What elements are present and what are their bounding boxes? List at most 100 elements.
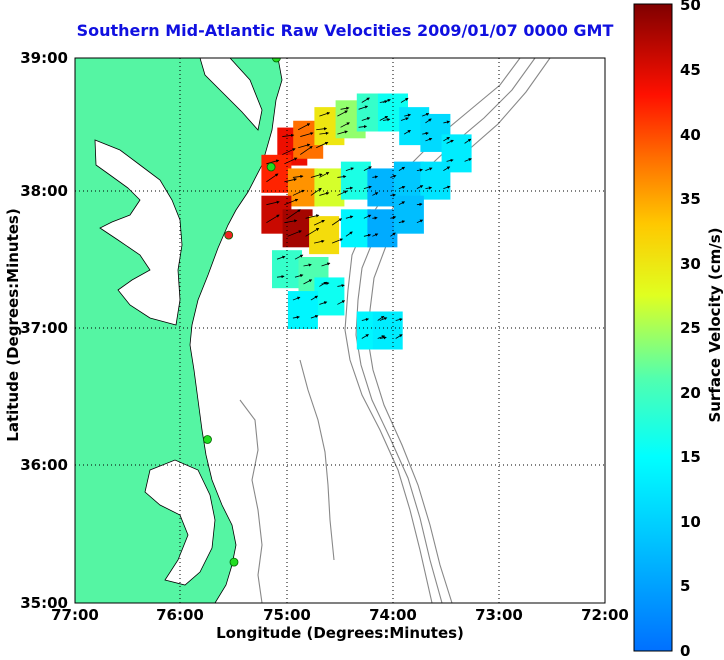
velocity-vector-arrow — [390, 215, 397, 220]
velocity-vector-arrow — [416, 168, 424, 172]
colorbar-tick-label: 35 — [680, 190, 701, 208]
velocity-cell — [282, 209, 313, 248]
velocity-vector-arrow — [337, 110, 348, 117]
radar-station-marker — [224, 230, 234, 240]
velocity-vector-arrow — [363, 185, 372, 190]
velocity-vector-arrow — [443, 136, 451, 142]
velocity-vector-arrow — [340, 106, 350, 110]
velocity-vectors — [266, 97, 472, 340]
velocity-vector-arrow — [266, 159, 280, 165]
velocity-vector-arrow — [425, 167, 433, 171]
velocity-cell — [393, 161, 424, 200]
velocity-cell — [367, 209, 398, 248]
velocity-vector-arrow — [398, 185, 406, 190]
velocity-vector-arrow — [395, 318, 403, 322]
velocity-vector-arrow — [310, 173, 323, 178]
colorbar-tick-label: 10 — [680, 513, 701, 531]
velocity-vector-arrow — [300, 145, 313, 155]
velocity-vector-arrow — [372, 216, 378, 220]
velocity-vector-arrow — [345, 167, 355, 172]
velocity-vector-arrow — [416, 185, 424, 189]
velocity-cell — [261, 154, 292, 193]
velocity-vector-arrow — [398, 201, 406, 206]
map-title: Southern Mid-Atlantic Raw Velocities 200… — [76, 21, 614, 40]
colorbar-tick-label: 50 — [680, 0, 701, 14]
velocity-cell — [309, 216, 340, 255]
velocity-vector-arrow — [310, 187, 322, 196]
velocity-vector-arrow — [292, 296, 301, 301]
pamlico-sound — [144, 459, 216, 586]
velocity-vector-arrow — [284, 219, 298, 224]
radar-station-marker — [266, 162, 276, 172]
velocity-vector-arrow — [398, 166, 406, 171]
velocity-vector-arrow — [382, 118, 391, 122]
velocity-vector-arrow — [345, 215, 354, 219]
velocity-vector-arrow — [266, 200, 280, 206]
velocity-vector-arrow — [300, 132, 314, 137]
velocity-vector-arrow — [303, 263, 312, 267]
colorbar-tick-label: 30 — [680, 255, 701, 273]
velocity-vector-arrow — [363, 214, 372, 219]
velocity-vector-arrow — [377, 335, 386, 339]
velocity-vector-arrow — [372, 192, 379, 196]
velocity-vector-arrow — [416, 202, 423, 206]
velocity-vector-arrow — [464, 158, 472, 162]
colorbar-tick-label: 40 — [680, 126, 701, 144]
x-tick-label: 74:00 — [369, 606, 417, 624]
velocity-vector-arrow — [443, 120, 451, 124]
velocity-vector-arrow — [358, 125, 368, 129]
velocity-cell — [340, 161, 371, 200]
velocity-vector-arrow — [292, 189, 305, 196]
colorbar-tick-label: 15 — [680, 448, 701, 466]
velocity-vector-arrow — [284, 198, 299, 206]
velocity-color-field — [261, 93, 472, 350]
velocity-vector-arrow — [294, 274, 304, 278]
velocity-vector-arrow — [443, 166, 451, 171]
colorbar-tick-label: 25 — [680, 319, 701, 337]
velocity-vector-arrow — [319, 281, 327, 287]
velocity-vector-arrow — [284, 178, 298, 183]
y-tick-label: 37:00 — [20, 319, 68, 337]
plot-frame — [74, 57, 606, 604]
velocity-vector-arrow — [404, 113, 412, 117]
velocity-vector-arrow — [340, 122, 350, 128]
velocity-vector-arrow — [276, 275, 285, 279]
velocity-vector-arrow — [331, 218, 343, 226]
velocity-vector-arrow — [314, 239, 325, 244]
x-tick-label: 72:00 — [581, 606, 629, 624]
velocity-vector-arrow — [464, 138, 472, 144]
velocity-cell — [287, 168, 318, 207]
y-axis-label: Latitude (Degrees:Minutes) — [4, 208, 22, 442]
x-tick-label: 77:00 — [51, 606, 99, 624]
velocity-vector-arrow — [372, 175, 379, 179]
velocity-vector-arrow — [446, 139, 454, 144]
velocity-cell — [367, 168, 398, 207]
velocity-vector-arrow — [403, 130, 411, 135]
velocity-vector-arrow — [416, 219, 424, 224]
radar-station-marker — [203, 435, 212, 444]
velocity-vector-arrow — [266, 214, 280, 224]
colorbar-tick-label: 45 — [680, 61, 701, 79]
velocity-vector-arrow — [294, 254, 304, 260]
velocity-vector-arrow — [292, 174, 304, 179]
x-tick-label: 76:00 — [156, 606, 204, 624]
velocity-vector-arrow — [382, 99, 391, 103]
x-tick-label: 75:00 — [263, 606, 311, 624]
map-layers — [75, 58, 605, 603]
velocity-vector-arrow — [422, 131, 429, 136]
velocity-vector-arrow — [337, 175, 347, 179]
colorbar-tick-label: 5 — [680, 577, 691, 595]
y-tick-label: 39:00 — [20, 49, 68, 67]
velocity-vector-arrow — [313, 219, 325, 226]
velocity-vector-arrow — [372, 233, 379, 237]
y-tick-label: 38:00 — [20, 182, 68, 200]
velocity-vector-arrow — [398, 220, 406, 224]
velocity-cell — [287, 291, 318, 330]
velocity-vector-arrow — [379, 317, 388, 321]
delaware-bay — [199, 58, 263, 131]
velocity-vector-arrow — [425, 186, 433, 190]
velocity-vector-arrow — [363, 166, 372, 171]
velocity-vector-arrow — [298, 143, 311, 149]
velocity-vector-arrow — [422, 112, 430, 117]
